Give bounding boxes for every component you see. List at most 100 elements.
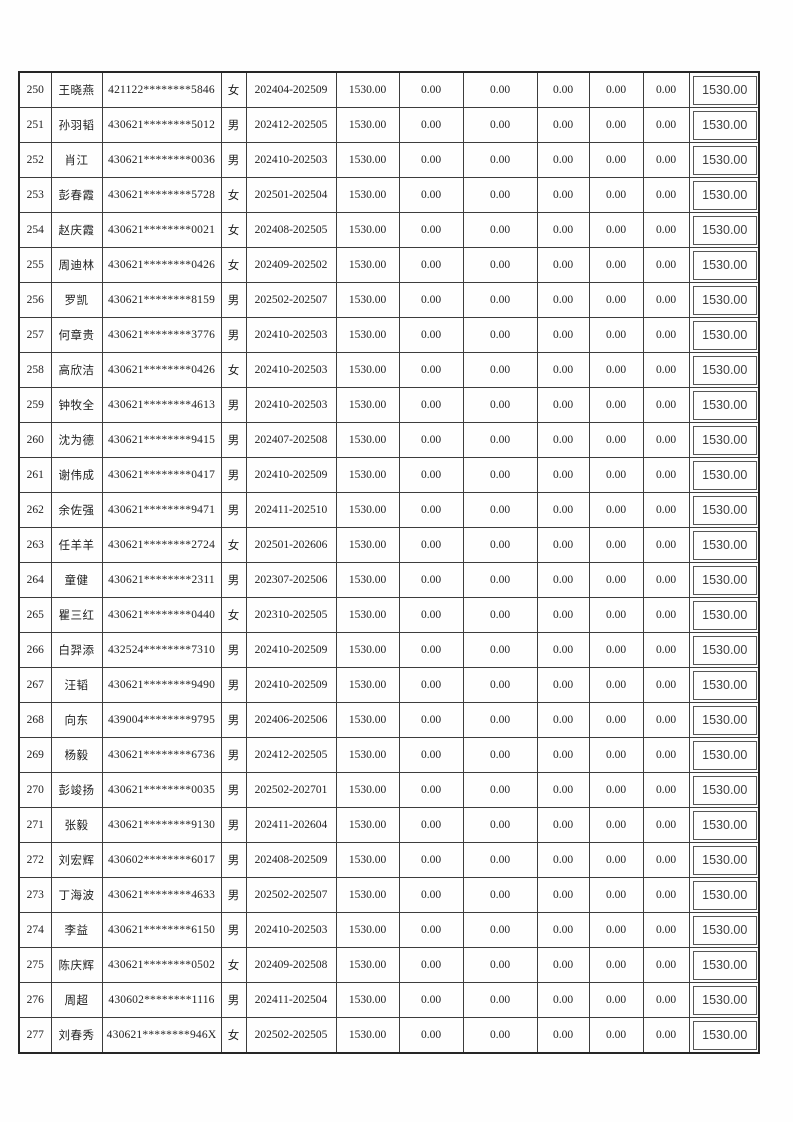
cell-gender: 男 <box>220 737 247 773</box>
cell-amount: 1530.00 <box>335 142 400 178</box>
cell-zero-4: 0.00 <box>588 317 644 353</box>
cell-amount: 1530.00 <box>335 282 400 318</box>
cell-total: 1530.00 <box>688 282 760 318</box>
cell-period: 202410-202509 <box>245 632 337 668</box>
cell-amount: 1530.00 <box>335 702 400 738</box>
cell-id-masked: 430621********946X <box>101 1017 222 1054</box>
cell-gender: 女 <box>220 527 247 563</box>
cell-amount: 1530.00 <box>335 877 400 913</box>
total-amount-box: 1530.00 <box>692 250 757 280</box>
cell-zero-2: 0.00 <box>462 842 538 878</box>
cell-amount: 1530.00 <box>335 982 400 1018</box>
cell-person-name: 余佐强 <box>50 492 103 528</box>
cell-total: 1530.00 <box>688 492 760 528</box>
table-row: 268 向东 439004********9795 男 202406-20250… <box>18 702 760 738</box>
cell-amount: 1530.00 <box>335 247 400 283</box>
cell-total: 1530.00 <box>688 142 760 178</box>
cell-period: 202411-202510 <box>245 492 337 528</box>
cell-person-name: 罗凯 <box>50 282 103 318</box>
cell-total: 1530.00 <box>688 667 760 703</box>
cell-period: 202409-202502 <box>245 247 337 283</box>
total-amount-box: 1530.00 <box>692 565 757 595</box>
cell-gender: 男 <box>220 387 247 423</box>
table-row: 275 陈庆辉 430621********0502 女 202409-2025… <box>18 947 760 983</box>
cell-person-name: 谢伟成 <box>50 457 103 493</box>
cell-person-name: 童健 <box>50 562 103 598</box>
cell-zero-4: 0.00 <box>588 597 644 633</box>
table-row: 265 瞿三红 430621********0440 女 202310-2025… <box>18 597 760 633</box>
cell-zero-4: 0.00 <box>588 667 644 703</box>
cell-id-masked: 430621********2724 <box>101 527 222 563</box>
cell-id-masked: 430602********6017 <box>101 842 222 878</box>
cell-person-name: 彭春霞 <box>50 177 103 213</box>
cell-period: 202501-202606 <box>245 527 337 563</box>
cell-zero-1: 0.00 <box>398 387 464 423</box>
cell-row-number: 277 <box>18 1017 52 1054</box>
cell-row-number: 254 <box>18 212 52 248</box>
cell-id-masked: 430602********1116 <box>101 982 222 1018</box>
table-row: 267 汪韬 430621********9490 男 202410-20250… <box>18 667 760 703</box>
cell-amount: 1530.00 <box>335 527 400 563</box>
cell-zero-4: 0.00 <box>588 562 644 598</box>
cell-zero-5: 0.00 <box>642 632 690 668</box>
table-row: 250 王晓燕 421122********5846 女 202404-2025… <box>18 71 760 108</box>
total-amount-box: 1530.00 <box>692 950 757 980</box>
cell-zero-1: 0.00 <box>398 562 464 598</box>
cell-zero-1: 0.00 <box>398 107 464 143</box>
cell-id-masked: 430621********5728 <box>101 177 222 213</box>
table-row: 251 孙羽韬 430621********5012 男 202412-2025… <box>18 107 760 143</box>
cell-id-masked: 430621********0440 <box>101 597 222 633</box>
cell-zero-4: 0.00 <box>588 457 644 493</box>
cell-gender: 男 <box>220 702 247 738</box>
cell-period: 202502-202507 <box>245 877 337 913</box>
cell-zero-1: 0.00 <box>398 982 464 1018</box>
cell-person-name: 李益 <box>50 912 103 948</box>
cell-zero-5: 0.00 <box>642 772 690 808</box>
cell-zero-4: 0.00 <box>588 842 644 878</box>
cell-row-number: 250 <box>18 71 52 108</box>
cell-zero-4: 0.00 <box>588 737 644 773</box>
cell-gender: 女 <box>220 947 247 983</box>
cell-zero-2: 0.00 <box>462 282 538 318</box>
cell-zero-2: 0.00 <box>462 387 538 423</box>
cell-zero-1: 0.00 <box>398 457 464 493</box>
total-amount-box: 1530.00 <box>692 320 757 350</box>
cell-zero-5: 0.00 <box>642 457 690 493</box>
cell-zero-1: 0.00 <box>398 632 464 668</box>
cell-id-masked: 430621********0426 <box>101 247 222 283</box>
cell-period: 202410-202503 <box>245 912 337 948</box>
cell-amount: 1530.00 <box>335 772 400 808</box>
cell-row-number: 258 <box>18 352 52 388</box>
cell-id-masked: 430621********0502 <box>101 947 222 983</box>
total-amount-box: 1530.00 <box>692 495 757 525</box>
cell-zero-3: 0.00 <box>536 807 590 843</box>
total-amount-box: 1530.00 <box>692 705 757 735</box>
total-amount-box: 1530.00 <box>692 180 757 210</box>
table-row: 260 沈为德 430621********9415 男 202407-2025… <box>18 422 760 458</box>
cell-total: 1530.00 <box>688 772 760 808</box>
cell-gender: 男 <box>220 317 247 353</box>
cell-amount: 1530.00 <box>335 177 400 213</box>
cell-zero-4: 0.00 <box>588 912 644 948</box>
table-row: 259 钟牧全 430621********4613 男 202410-2025… <box>18 387 760 423</box>
cell-row-number: 255 <box>18 247 52 283</box>
table-row: 261 谢伟成 430621********0417 男 202410-2025… <box>18 457 760 493</box>
cell-gender: 男 <box>220 562 247 598</box>
total-amount-box: 1530.00 <box>692 390 757 420</box>
cell-zero-1: 0.00 <box>398 212 464 248</box>
total-amount-box: 1530.00 <box>692 215 757 245</box>
table-row: 258 高欣洁 430621********0426 女 202410-2025… <box>18 352 760 388</box>
cell-zero-1: 0.00 <box>398 912 464 948</box>
cell-amount: 1530.00 <box>335 562 400 598</box>
cell-zero-5: 0.00 <box>642 527 690 563</box>
cell-zero-3: 0.00 <box>536 842 590 878</box>
payment-roster-table: 250 王晓燕 421122********5846 女 202404-2025… <box>18 71 760 1054</box>
cell-zero-1: 0.00 <box>398 702 464 738</box>
cell-zero-5: 0.00 <box>642 947 690 983</box>
cell-amount: 1530.00 <box>335 107 400 143</box>
cell-zero-5: 0.00 <box>642 352 690 388</box>
cell-amount: 1530.00 <box>335 352 400 388</box>
cell-zero-4: 0.00 <box>588 71 644 108</box>
cell-zero-1: 0.00 <box>398 71 464 108</box>
cell-period: 202310-202505 <box>245 597 337 633</box>
